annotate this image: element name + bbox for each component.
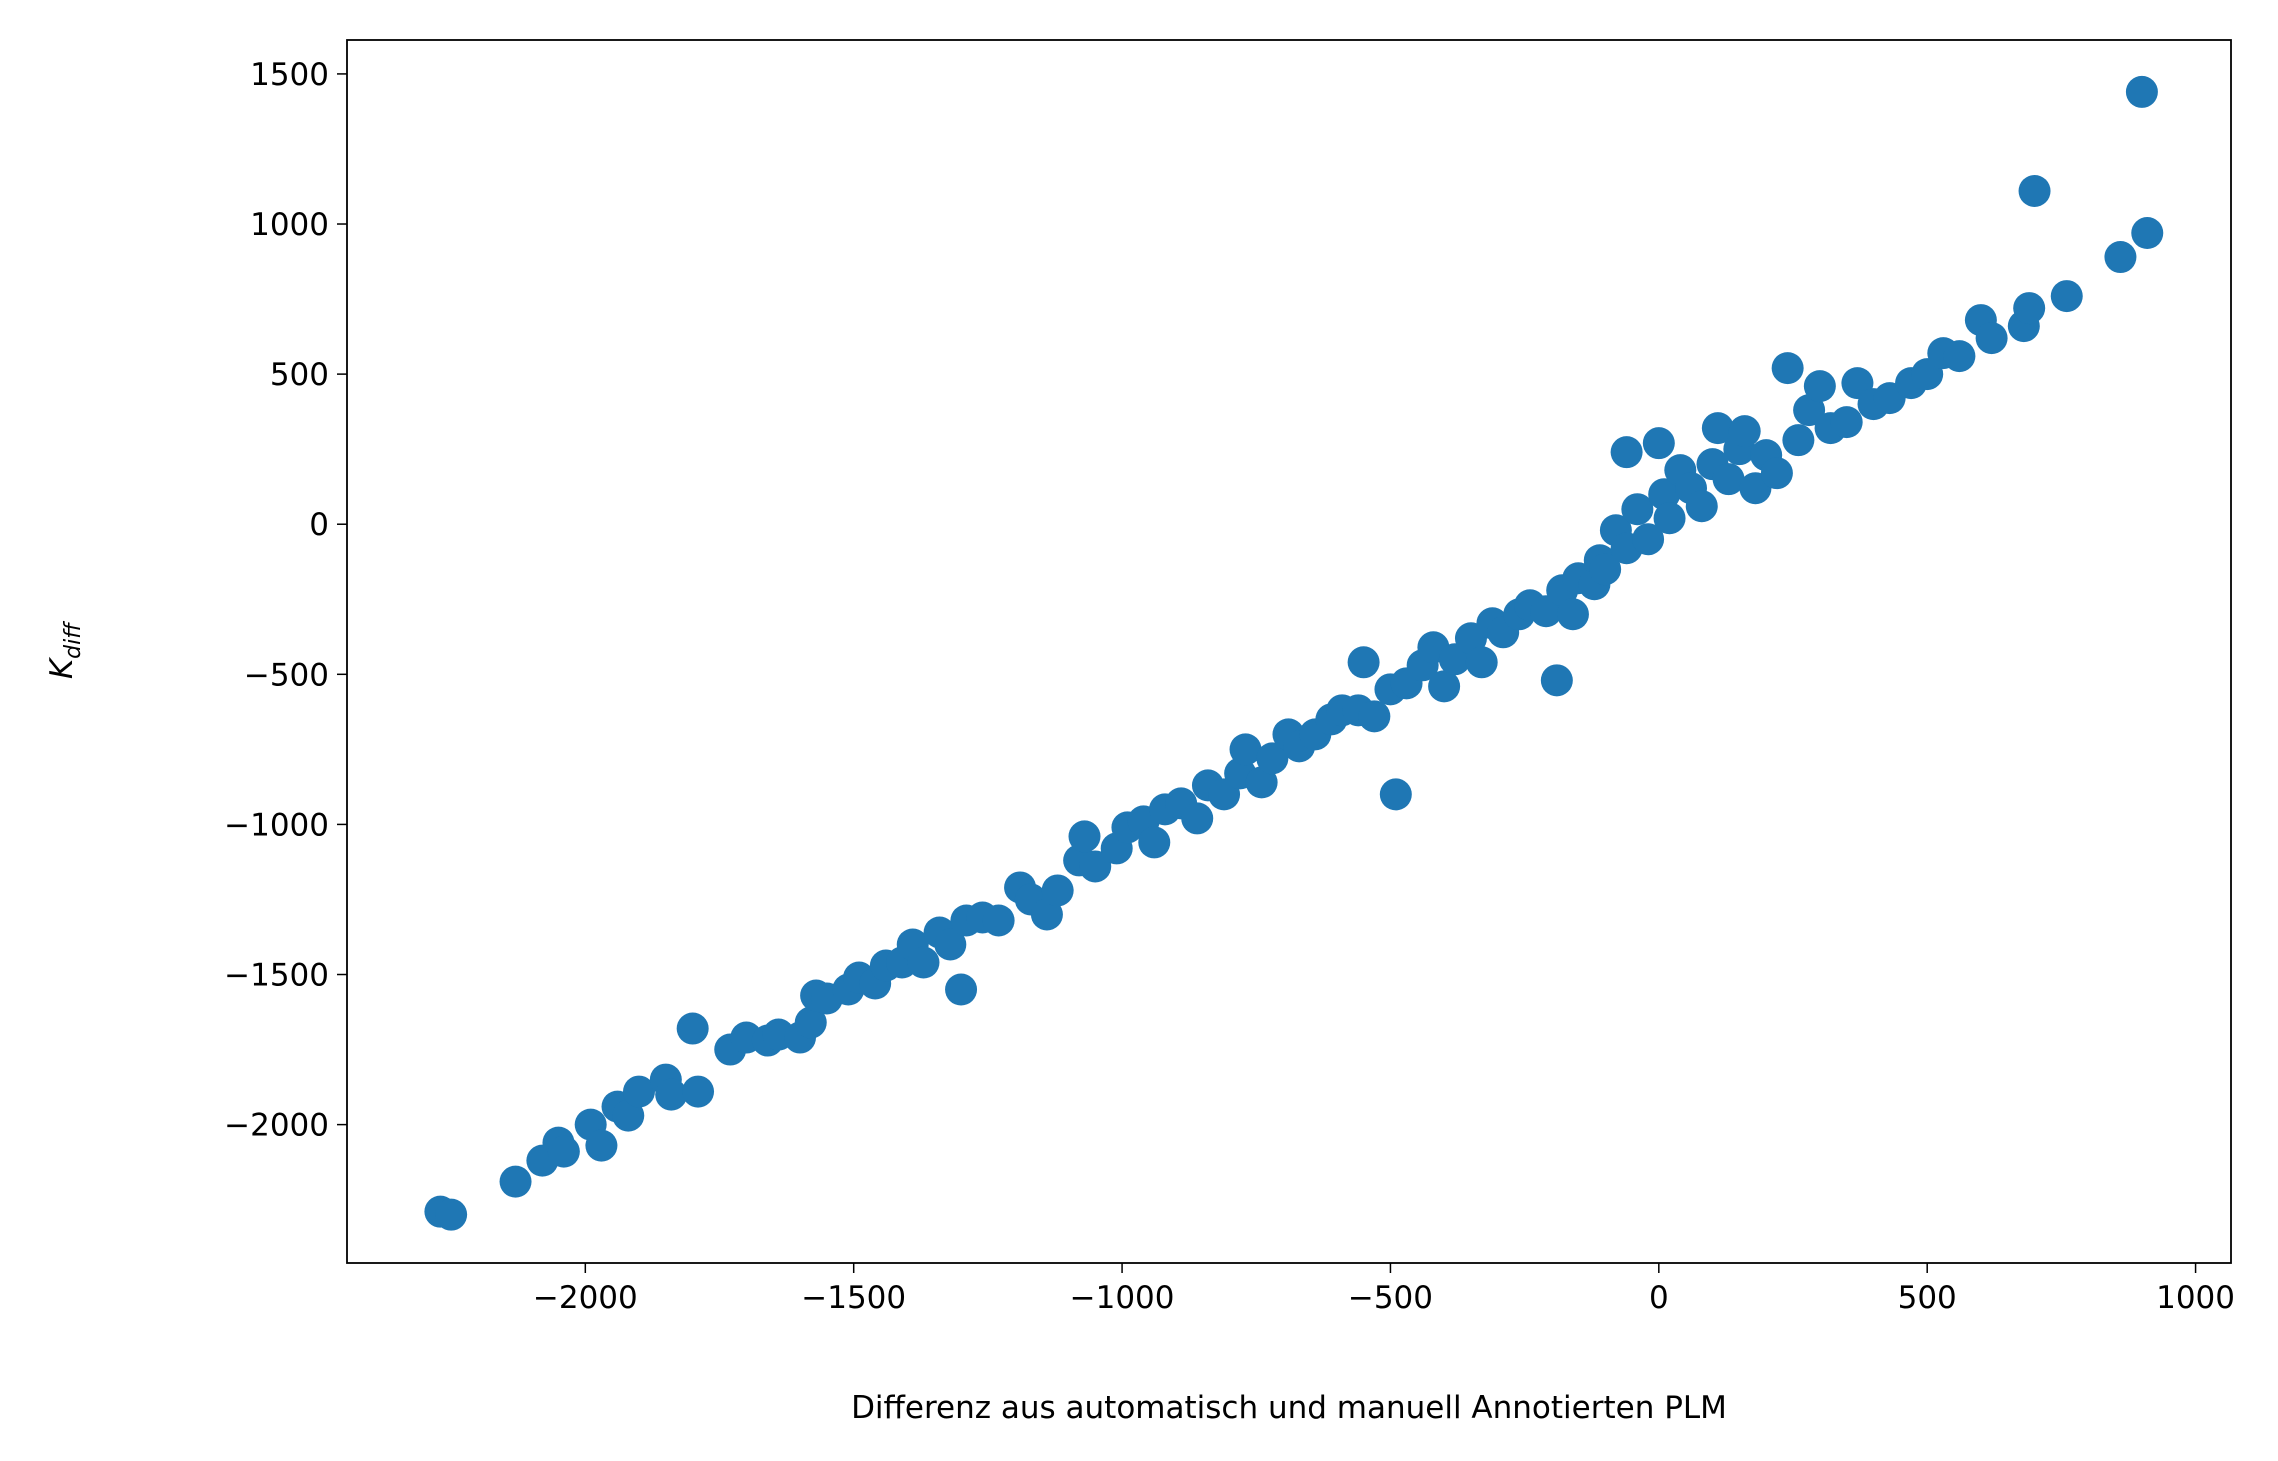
plot-frame [346, 39, 2232, 1264]
point [2018, 174, 2051, 207]
point [1975, 322, 2008, 355]
point [1589, 553, 1622, 586]
x-tick-label: −2000 [533, 1280, 638, 1316]
x-tick-label: −1500 [801, 1280, 906, 1316]
y-axis-label-main: K [44, 656, 80, 679]
point [1229, 733, 1262, 766]
point [1245, 766, 1278, 799]
point [1138, 826, 1171, 859]
point [1256, 742, 1289, 775]
point [1653, 502, 1686, 535]
point [982, 904, 1015, 937]
point [2013, 292, 2046, 325]
point [547, 1135, 580, 1168]
point [1540, 664, 1573, 697]
point [1771, 352, 1804, 385]
x-tick-label: 1000 [2156, 1280, 2235, 1316]
point [1030, 898, 1063, 931]
point [2131, 217, 2164, 250]
point [1642, 427, 1675, 460]
point [1701, 412, 1734, 445]
point [2050, 280, 2083, 313]
point [1621, 493, 1654, 526]
y-tick-label: −1000 [224, 807, 329, 843]
y-axis-label: Kdiff [44, 621, 86, 679]
x-tick-label: 500 [1898, 1280, 1957, 1316]
point [1358, 700, 1391, 733]
y-tick-label: 1500 [250, 57, 329, 93]
point [1782, 424, 1815, 457]
point [676, 1012, 709, 1045]
point [1079, 850, 1112, 883]
point [907, 946, 940, 979]
y-axis-label-sub: diff [61, 621, 86, 659]
point [499, 1165, 532, 1198]
x-tick-label: 0 [1649, 1280, 1669, 1316]
point [655, 1078, 688, 1111]
point [612, 1099, 645, 1132]
point [1428, 670, 1461, 703]
y-tick-label: 1000 [250, 207, 329, 243]
y-tick-label: 0 [309, 507, 329, 543]
point [1803, 370, 1836, 403]
point [1712, 463, 1745, 496]
point [1379, 778, 1412, 811]
y-tick-label: 500 [270, 357, 329, 393]
point [1181, 802, 1214, 835]
x-axis-label: Differenz aus automatisch und manuell An… [851, 1390, 1727, 1426]
point [682, 1075, 715, 1108]
x-tick-label: −500 [1348, 1280, 1433, 1316]
point [1943, 340, 1976, 373]
point [622, 1075, 655, 1108]
point [1632, 523, 1665, 556]
point [2104, 241, 2137, 274]
point [1556, 598, 1589, 631]
x-tick-label: −1000 [1070, 1280, 1175, 1316]
point [1648, 478, 1681, 511]
point [585, 1129, 618, 1162]
point [1610, 436, 1643, 469]
point [1793, 394, 1826, 427]
point [1728, 415, 1761, 448]
point [2125, 75, 2158, 108]
point [1465, 646, 1498, 679]
point [934, 928, 967, 961]
y-tick-label: −2000 [224, 1108, 329, 1144]
point [1760, 457, 1793, 490]
point [1685, 490, 1718, 523]
y-tick-label: −500 [244, 657, 329, 693]
point [1830, 406, 1863, 439]
point [1347, 646, 1380, 679]
y-tick-label: −1500 [224, 958, 329, 994]
point [945, 973, 978, 1006]
point [1068, 820, 1101, 853]
point [435, 1198, 468, 1231]
point [1041, 874, 1074, 907]
point [794, 1006, 827, 1039]
